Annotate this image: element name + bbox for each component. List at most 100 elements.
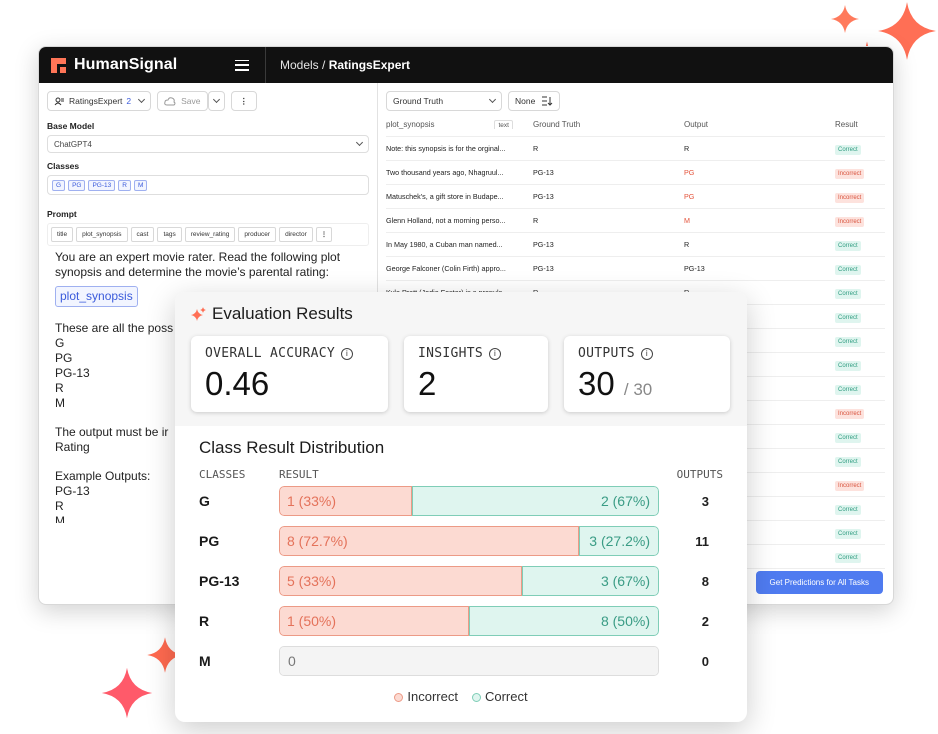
class-output-count: 8 <box>701 573 709 589</box>
prompt-line: R <box>55 499 64 513</box>
distribution-header: CLASSES RESULT OUTPUTS <box>199 468 723 481</box>
logo[interactable]: HumanSignal <box>39 56 235 74</box>
text-type-chip: text <box>494 120 513 129</box>
variable-tag[interactable]: cast <box>130 227 155 242</box>
class-label: PG-13 <box>199 573 240 589</box>
outputs-label: OUTPUTS <box>578 346 635 361</box>
project-count: 2 <box>126 96 132 106</box>
users-icon <box>54 97 64 105</box>
result-badge: Incorrect <box>835 169 865 179</box>
table-row[interactable]: Glenn Holland, not a morning perso... R M I… <box>386 209 885 233</box>
table-row[interactable]: Matuschek's, a gift store in Budape... PG… <box>386 185 885 209</box>
cell-output: PG <box>684 168 695 177</box>
insights-card[interactable]: INSIGHTS i 2 <box>404 336 548 412</box>
incorrect-segment: 8 (72.7%) <box>279 526 579 556</box>
cell-result: Correct <box>835 384 885 395</box>
cell-result: Correct <box>835 552 885 563</box>
col-result[interactable]: Result <box>835 120 858 129</box>
cell-result: Incorrect <box>835 408 885 419</box>
prompt-label: Prompt <box>47 209 77 219</box>
col-output[interactable]: Output <box>684 120 709 129</box>
col-result: RESULT <box>279 468 319 481</box>
info-icon[interactable]: i <box>341 347 354 360</box>
class-distribution: Class Result Distribution CLASSES RESULT… <box>175 426 747 704</box>
incorrect-segment: 5 (33%) <box>279 566 522 596</box>
table-header: plot_synopsis text Ground Truth Output Re… <box>386 113 885 137</box>
save-button[interactable]: Save <box>157 91 208 111</box>
cell-result: Correct <box>835 336 885 347</box>
base-model-select[interactable]: ChatGPT4 <box>47 135 369 153</box>
prompt-line: PG-13 <box>55 366 90 380</box>
distribution-row: PG-13 5 (33%) 3 (67%) 8 <box>199 561 723 601</box>
prompt-line: These are all the poss <box>55 321 174 335</box>
prompt-line: R <box>55 381 64 395</box>
project-selector[interactable]: RatingsExpert 2 <box>47 91 152 111</box>
result-badge: Correct <box>835 385 861 395</box>
class-chip[interactable]: G <box>52 179 66 191</box>
prompt-line: Example Outputs: <box>55 469 151 483</box>
more-options-icon[interactable]: ⋮ <box>230 91 257 111</box>
result-bar[interactable]: 1 (50%) 8 (50%) <box>279 606 659 636</box>
result-bar[interactable]: 8 (72.7%) 3 (27.2%) <box>279 526 659 556</box>
classes-label: Classes <box>47 161 80 171</box>
sort-select[interactable]: None <box>508 91 561 111</box>
result-bar[interactable]: 5 (33%) 3 (67%) <box>279 566 659 596</box>
accuracy-value: 0.46 <box>205 365 270 402</box>
correct-segment: 3 (27.2%) <box>579 526 659 556</box>
table-row[interactable]: Two thousand years ago, Nhagruul... PG-13… <box>386 161 885 185</box>
incorrect-segment: 1 (33%) <box>279 486 412 516</box>
table-row[interactable]: Note: this synopsis is for the orginal..… <box>386 137 885 161</box>
correct-segment: 2 (67%) <box>412 486 659 516</box>
sparkle-icon <box>831 5 859 33</box>
class-chip[interactable]: M <box>133 179 148 191</box>
sort-icon <box>542 96 553 106</box>
result-badge: Correct <box>835 529 861 539</box>
save-options-button[interactable] <box>207 91 225 111</box>
col-ground-truth[interactable]: Ground Truth <box>533 120 581 129</box>
variable-tag[interactable]: producer <box>238 227 277 242</box>
classes-field[interactable]: G PG PG-13 R M <box>47 175 369 195</box>
result-badge: Correct <box>835 361 861 371</box>
logo-mark-icon <box>51 57 66 73</box>
class-chip[interactable]: R <box>118 179 131 191</box>
prompt-line: M <box>55 514 65 523</box>
distribution-row: G 1 (33%) 2 (67%) 3 <box>199 481 723 521</box>
get-predictions-button[interactable]: Get Predictions for All Tasks <box>755 571 883 594</box>
cell-ground-truth: PG-13 <box>533 168 554 177</box>
prompt-line: The output must be ir <box>55 425 169 439</box>
table-row[interactable]: In May 1980, a Cuban man named... PG-13 R C… <box>386 233 885 257</box>
prompt-line: M <box>55 396 65 410</box>
table-row[interactable]: George Falconer (Colin Firth) appro... PG… <box>386 257 885 281</box>
info-icon[interactable]: i <box>489 347 502 360</box>
outputs-total: / 30 <box>623 380 653 399</box>
distribution-row: R 1 (50%) 8 (50%) 2 <box>199 601 723 641</box>
class-chip[interactable]: PG <box>68 179 86 191</box>
prompt-editor[interactable]: You are an expert movie rater. Read the … <box>47 246 369 527</box>
breadcrumb-models[interactable]: Models / <box>280 58 326 72</box>
result-bar[interactable]: 0 <box>279 646 659 676</box>
cell-result: Correct <box>835 144 885 155</box>
top-bar: HumanSignal Models / RatingsExpert <box>39 47 893 83</box>
panel-title: Evaluation Results <box>191 304 731 324</box>
cell-synopsis: George Falconer (Colin Firth) appro... <box>386 264 506 273</box>
info-icon[interactable]: i <box>640 347 653 360</box>
variable-tag[interactable]: plot_synopsis <box>76 227 128 242</box>
col-synopsis[interactable]: plot_synopsis text <box>386 120 533 129</box>
filter-select[interactable]: Ground Truth <box>386 91 502 111</box>
brand-name: HumanSignal <box>74 56 178 73</box>
variable-tag[interactable]: director <box>279 227 313 242</box>
result-bar[interactable]: 1 (33%) 2 (67%) <box>279 486 659 516</box>
base-model-value: ChatGPT4 <box>54 139 92 149</box>
variable-tag[interactable]: review_rating <box>184 227 236 242</box>
variable-tag[interactable]: title <box>51 227 74 242</box>
prompt-variable-chip: plot_synopsis <box>55 286 138 307</box>
class-chip[interactable]: PG-13 <box>88 179 116 191</box>
empty-segment: 0 <box>280 647 658 675</box>
cell-ground-truth: R <box>533 144 539 153</box>
hamburger-menu-icon[interactable] <box>235 59 249 71</box>
more-variables-icon[interactable]: ⋮ <box>315 227 333 242</box>
result-badge: Incorrect <box>835 193 865 203</box>
variable-tag[interactable]: tags <box>157 227 182 242</box>
prompt-line: Rating <box>55 440 90 454</box>
